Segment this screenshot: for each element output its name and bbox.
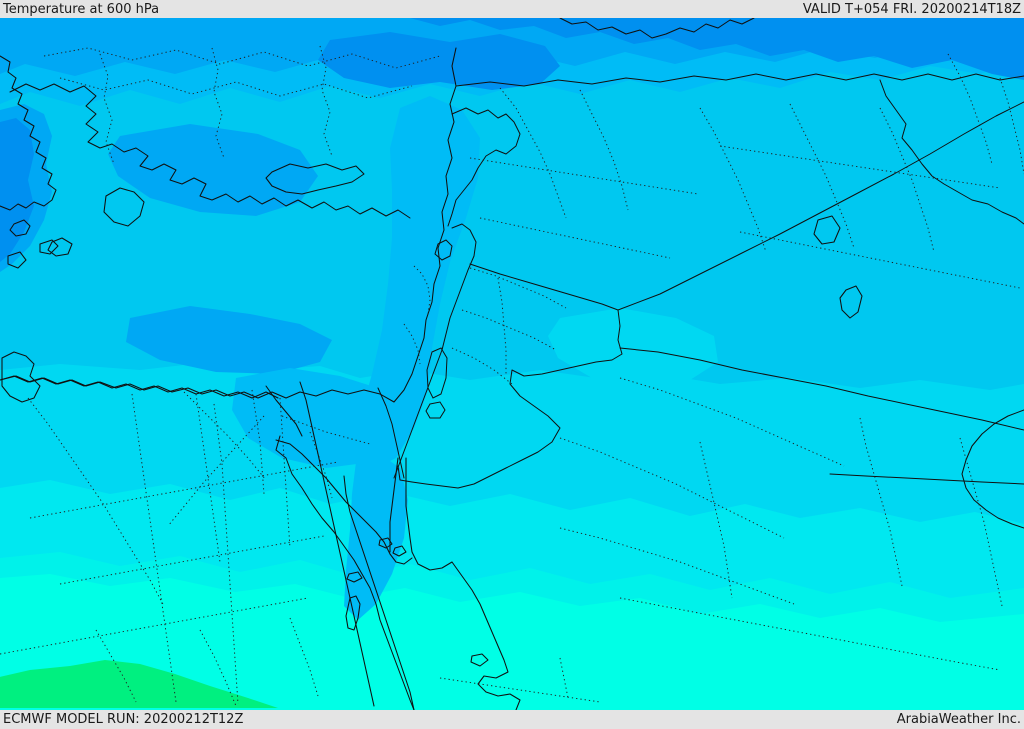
admin-egypt-7 (0, 597, 309, 655)
sinai-west-coast (275, 439, 391, 555)
lake-nasser (345, 595, 361, 631)
iraq-kuwait-border (829, 473, 1024, 485)
admin-egypt-8 (27, 397, 165, 607)
map-viewport[interactable] (0, 18, 1024, 710)
footer-bar: ECMWF MODEL RUN: 20200212T12Z ArabiaWeat… (0, 710, 1024, 729)
admin-jordan-1 (469, 267, 567, 309)
turkey-south-coast (9, 83, 411, 219)
persian-gulf-coast (961, 409, 1024, 529)
red-sea-island-2 (392, 545, 407, 557)
lebanon-border (447, 107, 521, 227)
aegean-island-2 (39, 239, 59, 255)
admin-iraq-1 (699, 107, 767, 253)
turkey-iraq-iran-border (879, 79, 1024, 225)
admin-egypt-3 (213, 403, 239, 705)
admin-egypt-12 (95, 629, 137, 703)
cyprus-island (265, 163, 365, 195)
admin-iraq-2 (789, 103, 855, 249)
band-deepblue-aegean-pocket (0, 118, 34, 262)
band-azure-cyprus-blob (108, 124, 318, 216)
libya-egypt-coast (0, 375, 279, 399)
admin-saudi-3 (699, 441, 733, 599)
admin-egypt-1 (131, 393, 177, 703)
admin-egypt-9 (251, 389, 265, 495)
aegean-island-1 (9, 219, 31, 237)
band-spring-green-patch (0, 660, 278, 708)
sinai-south-tip (389, 553, 413, 565)
red-sea-east-coast (451, 561, 521, 710)
israel-egypt-border (377, 387, 405, 479)
admin-egypt-4 (279, 397, 291, 549)
admin-egypt-14 (289, 617, 319, 697)
admin-israel-1 (413, 265, 431, 315)
band-azure-med-tongue (126, 306, 332, 374)
admin-south-1 (439, 677, 601, 703)
red-sea-west-coast (343, 475, 415, 710)
admin-sinai-2 (309, 431, 333, 499)
jordan-israel-south-border (397, 465, 413, 483)
dead-sea-north (426, 347, 448, 399)
admin-egypt-11 (167, 415, 265, 527)
gulf-of-aqaba-east (405, 457, 453, 571)
gulf-island-2 (813, 215, 841, 245)
admin-syria-2 (579, 89, 629, 211)
admin-israel-2 (403, 323, 421, 365)
admin-egypt-5 (29, 461, 339, 519)
syria-iraq-border (617, 101, 1024, 311)
aegean-greek-coast (0, 55, 57, 211)
turkey-peninsula-1 (103, 187, 145, 227)
admin-east-2 (999, 77, 1024, 175)
dead-sea-south (425, 401, 446, 419)
syria-jordan-border (469, 263, 619, 311)
band-lightcyan-nw-saudi (548, 308, 718, 386)
saudi-iraq-border (619, 347, 1024, 431)
band-deepblue-anatolia-blob (318, 32, 560, 90)
black-sea-coast (559, 18, 755, 39)
admin-jordan-4 (497, 277, 507, 374)
admin-egypt-6 (59, 535, 325, 585)
admin-turkey-5 (319, 45, 333, 157)
admin-saudi-2 (559, 437, 785, 539)
admin-saudi-6 (559, 527, 795, 605)
band-deepblue-north (410, 18, 1024, 80)
valid-time-label: VALID T+054 FRI. 20200214T18Z (802, 1, 1021, 17)
nile-river (299, 381, 375, 707)
map-title: Temperature at 600 hPa (3, 1, 160, 17)
provider-credit: ArabiaWeather Inc. (896, 712, 1021, 727)
gulf-island-bahrain (839, 285, 863, 319)
sinai-gulf-of-suez (275, 435, 415, 710)
levant-coast (0, 47, 457, 403)
israel-jordan-border (393, 223, 477, 479)
aegean-island-3 (7, 251, 27, 269)
model-run-label: ECMWF MODEL RUN: 20200212T12Z (3, 712, 244, 727)
band-aqua-south (0, 574, 1024, 710)
jordan-saudi-border (411, 309, 623, 489)
turkey-syria-border (455, 73, 1024, 87)
admin-iraq-5 (879, 107, 935, 253)
band-azure-levant (356, 96, 480, 470)
header-bar: Temperature at 600 hPa VALID T+054 FRI. … (0, 0, 1024, 18)
admin-iraq-4 (739, 231, 1021, 289)
admin-turkey-3 (99, 53, 115, 165)
admin-saudi-4 (859, 417, 903, 587)
temperature-contour-map[interactable] (0, 18, 1024, 710)
admin-turkey-2 (59, 77, 413, 99)
saudi-red-sea-islands (470, 653, 489, 667)
crete-island (1, 351, 41, 403)
red-sea-island-1 (378, 537, 393, 549)
red-sea-island-3 (346, 571, 363, 583)
sinai-east-coast-aqaba (389, 457, 399, 553)
admin-turkey-4 (211, 47, 225, 159)
sea-of-galilee (434, 239, 453, 261)
turkey-lake (47, 237, 73, 257)
admin-east-1 (947, 53, 993, 165)
admin-egypt-13 (199, 629, 237, 707)
